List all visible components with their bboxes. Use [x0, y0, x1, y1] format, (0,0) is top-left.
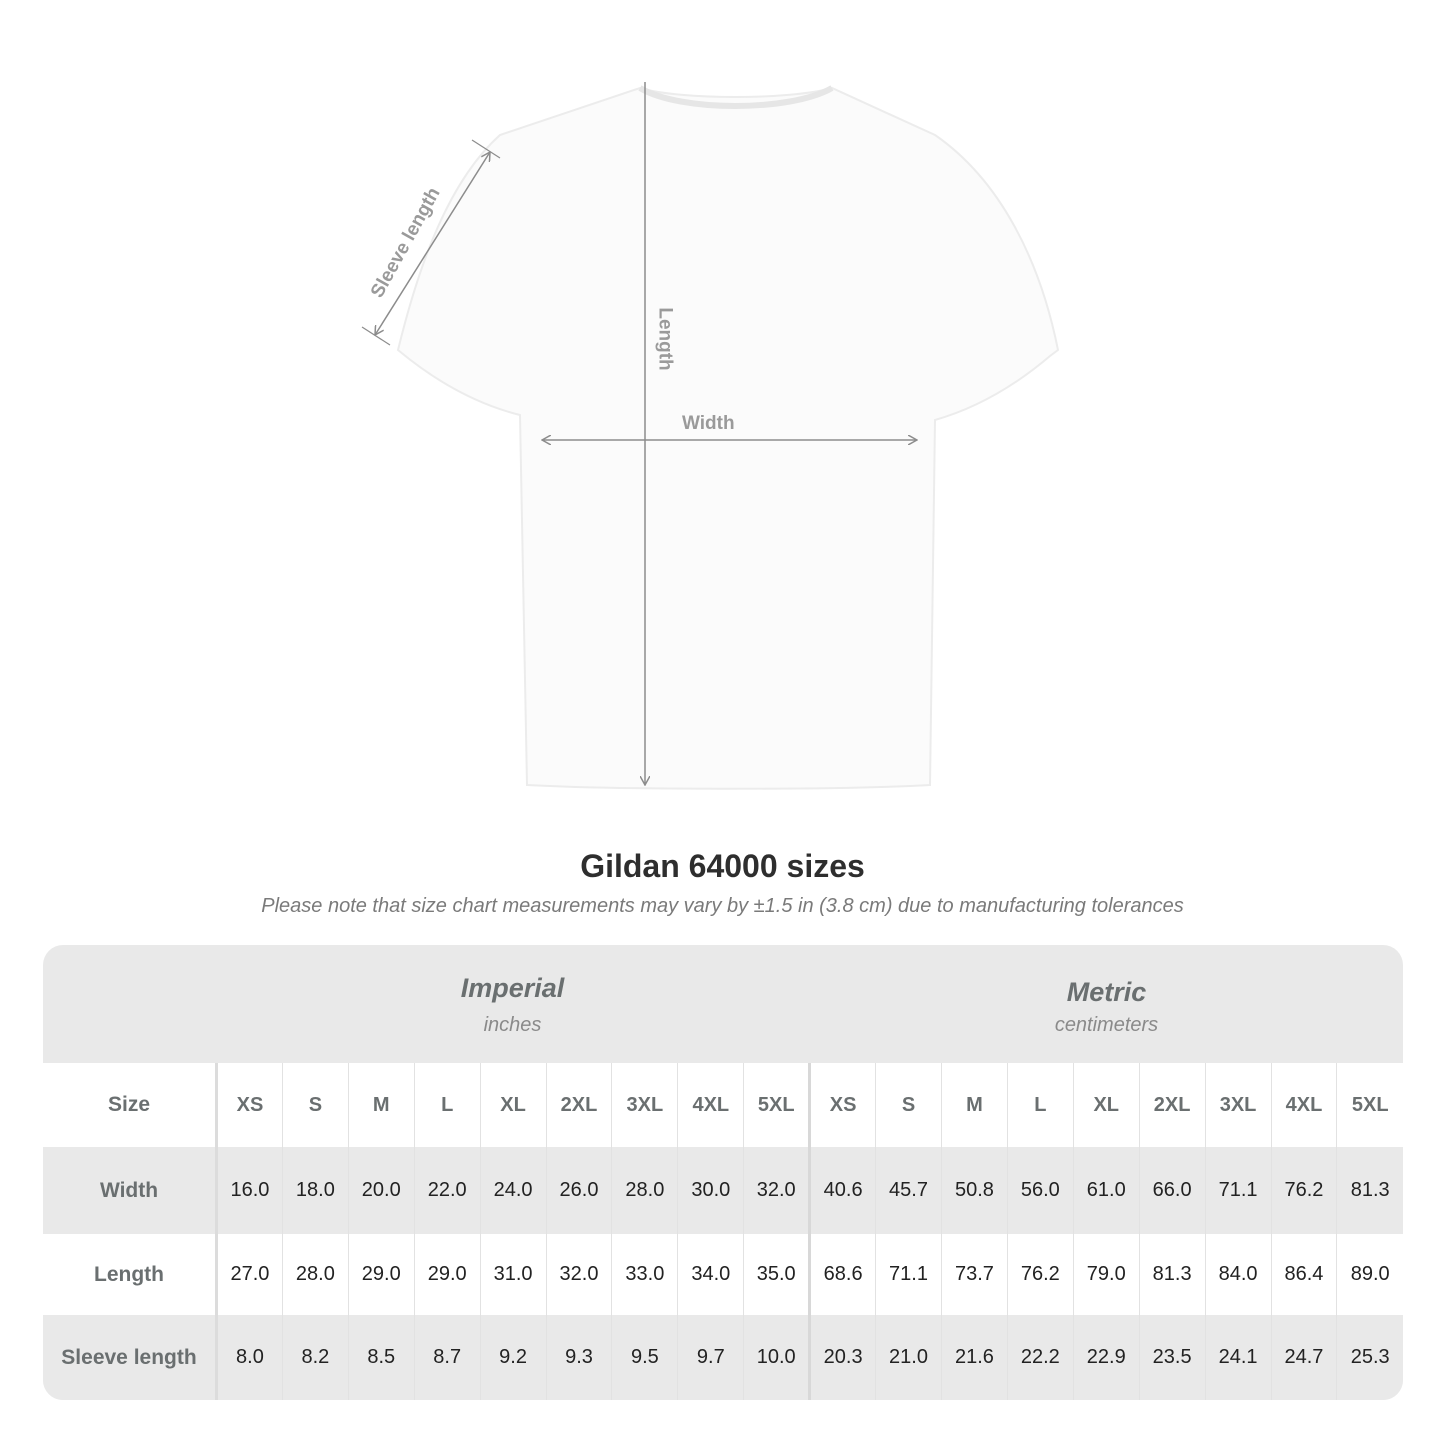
imperial-size-header: 4XL	[677, 1063, 744, 1147]
metric-value-cell: 71.1	[875, 1234, 942, 1315]
imperial-header: Imperial inches	[215, 945, 810, 1063]
metric-value-cell: 71.1	[1204, 1147, 1271, 1234]
imperial-value-cell: 9.2	[479, 1315, 547, 1400]
imperial-value-cell: 31.0	[479, 1234, 547, 1315]
width-label: Width	[682, 413, 735, 434]
metric-value-cell: 24.1	[1204, 1315, 1271, 1400]
metric-value-cell: 40.6	[808, 1147, 876, 1234]
size-header-row: Size XS S M L XL 2XL 3XL 4XL 5XL XS S M L XL 2XL 3XL 4XL 5…	[43, 1063, 1403, 1147]
imperial-size-header: XL	[479, 1063, 547, 1147]
metric-value-cell: 22.9	[1072, 1315, 1140, 1400]
imperial-value-cell: 9.5	[611, 1315, 678, 1400]
imperial-value-cell: 34.0	[677, 1234, 744, 1315]
metric-value-cell: 68.6	[808, 1234, 876, 1315]
row-label: Sleeve length	[43, 1315, 218, 1400]
metric-unit: centimeters	[1054, 1014, 1159, 1036]
metric-size-header: 3XL	[1204, 1063, 1271, 1147]
metric-value-cell: 89.0	[1336, 1234, 1403, 1315]
row-label: Length	[43, 1234, 218, 1315]
imperial-value-cell: 32.0	[545, 1234, 612, 1315]
imperial-value-cell: 32.0	[743, 1147, 810, 1234]
metric-size-header: 4XL	[1270, 1063, 1337, 1147]
metric-value-cell: 21.0	[875, 1315, 942, 1400]
metric-size-header: 2XL	[1138, 1063, 1206, 1147]
imperial-title: Imperial	[460, 973, 565, 1003]
metric-value-cell: 81.3	[1138, 1234, 1206, 1315]
metric-title: Metric	[1066, 977, 1147, 1007]
imperial-value-cell: 9.3	[545, 1315, 612, 1400]
imperial-value-cell: 27.0	[216, 1234, 283, 1315]
metric-header: Metric centimeters	[810, 945, 1403, 1063]
imperial-size-header: XS	[216, 1063, 283, 1147]
imperial-value-cell: 8.7	[413, 1315, 481, 1400]
imperial-size-header: S	[281, 1063, 349, 1147]
size-table: Imperial inches Metric centimeters Size X…	[43, 945, 1403, 1400]
imperial-value-cell: 29.0	[347, 1234, 415, 1315]
metric-value-cell: 56.0	[1006, 1147, 1074, 1234]
table-row: Width 16.0 18.0 20.0 22.0 24.0 26.0 28.0 30.0 32.…	[43, 1147, 1403, 1234]
metric-size-header: 5XL	[1336, 1063, 1403, 1147]
imperial-size-header: 5XL	[743, 1063, 810, 1147]
metric-value-cell: 61.0	[1072, 1147, 1140, 1234]
collar	[638, 85, 834, 109]
metric-value-cell: 84.0	[1204, 1234, 1271, 1315]
imperial-size-header: L	[413, 1063, 481, 1147]
imperial-value-cell: 8.2	[281, 1315, 349, 1400]
metric-value-cell: 20.3	[808, 1315, 876, 1400]
metric-value-cell: 73.7	[940, 1234, 1008, 1315]
imperial-value-cell: 28.0	[611, 1147, 678, 1234]
metric-value-cell: 86.4	[1270, 1234, 1337, 1315]
metric-value-cell: 76.2	[1006, 1234, 1074, 1315]
imperial-size-header: 3XL	[611, 1063, 678, 1147]
length-label: Length	[654, 307, 676, 371]
row-label: Width	[43, 1147, 218, 1234]
imperial-value-cell: 18.0	[281, 1147, 349, 1234]
size-grid: Size XS S M L XL 2XL 3XL 4XL 5XL XS S M L XL 2XL 3XL 4XL 5…	[43, 1063, 1403, 1400]
imperial-size-header: 2XL	[545, 1063, 612, 1147]
imperial-value-cell: 35.0	[743, 1234, 810, 1315]
metric-value-cell: 45.7	[875, 1147, 942, 1234]
imperial-value-cell: 16.0	[216, 1147, 283, 1234]
imperial-value-cell: 8.0	[216, 1315, 283, 1400]
metric-value-cell: 24.7	[1270, 1315, 1337, 1400]
chart-subtitle: Please note that size chart measurements…	[261, 895, 1184, 917]
imperial-value-cell: 20.0	[347, 1147, 415, 1234]
imperial-value-cell: 24.0	[479, 1147, 547, 1234]
metric-value-cell: 23.5	[1138, 1315, 1206, 1400]
imperial-value-cell: 9.7	[677, 1315, 744, 1400]
metric-value-cell: 22.2	[1006, 1315, 1074, 1400]
metric-size-header: XL	[1072, 1063, 1140, 1147]
metric-value-cell: 66.0	[1138, 1147, 1206, 1234]
imperial-value-cell: 29.0	[413, 1234, 481, 1315]
metric-size-header: M	[940, 1063, 1008, 1147]
size-label: Size	[43, 1063, 218, 1147]
imperial-size-header: M	[347, 1063, 415, 1147]
imperial-value-cell: 28.0	[281, 1234, 349, 1315]
imperial-value-cell: 10.0	[743, 1315, 810, 1400]
tshirt-shape	[396, 86, 1060, 790]
metric-size-header: S	[875, 1063, 942, 1147]
imperial-value-cell: 22.0	[413, 1147, 481, 1234]
metric-value-cell: 81.3	[1336, 1147, 1403, 1234]
chart-title: Gildan 64000 sizes	[580, 848, 865, 884]
metric-value-cell: 25.3	[1336, 1315, 1403, 1400]
metric-value-cell: 50.8	[940, 1147, 1008, 1234]
table-row: Sleeve length 8.0 8.2 8.5 8.7 9.2 9.3 9.5 9.7 10.…	[43, 1315, 1403, 1400]
sleeve-length-arrow	[375, 152, 490, 335]
imperial-value-cell: 30.0	[677, 1147, 744, 1234]
metric-value-cell: 79.0	[1072, 1234, 1140, 1315]
metric-size-header: L	[1006, 1063, 1074, 1147]
metric-value-cell: 76.2	[1270, 1147, 1337, 1234]
table-row: Length 27.0 28.0 29.0 29.0 31.0 32.0 33.0 34.0 35…	[43, 1234, 1403, 1315]
imperial-value-cell: 26.0	[545, 1147, 612, 1234]
tshirt-diagram	[361, 82, 1060, 790]
imperial-unit: inches	[483, 1014, 542, 1036]
imperial-value-cell: 8.5	[347, 1315, 415, 1400]
imperial-value-cell: 33.0	[611, 1234, 678, 1315]
metric-value-cell: 21.6	[940, 1315, 1008, 1400]
metric-size-header: XS	[808, 1063, 876, 1147]
